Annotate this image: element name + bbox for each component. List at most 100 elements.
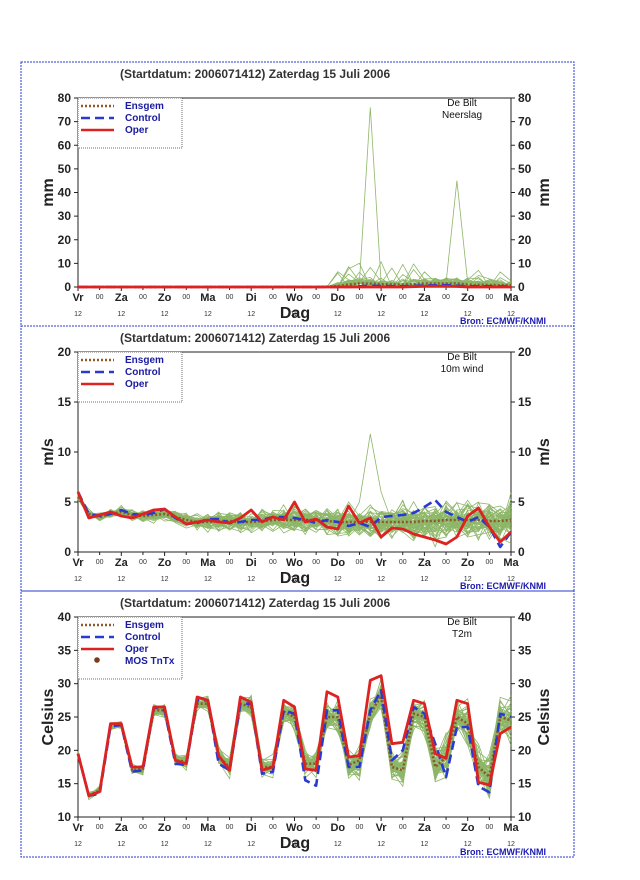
y-axis-label-right: Celsius (536, 688, 553, 745)
y-tick-label-left: 30 (58, 677, 72, 691)
y-tick-label-left: 5 (64, 495, 71, 509)
y-tick-label-right: 40 (518, 610, 532, 624)
x-day-label: Vr (72, 557, 84, 569)
y-tick-label-left: 40 (58, 610, 72, 624)
y-tick-label-right: 15 (518, 395, 532, 409)
x-day-label: Ma (503, 557, 519, 569)
x-midnight-label: 00 (96, 294, 104, 301)
x-hour-label: 12 (117, 576, 125, 583)
x-hour-label: 12 (377, 841, 385, 848)
x-day-label: Wo (286, 822, 303, 834)
x-hour-label: 12 (464, 841, 472, 848)
legend-box (77, 616, 183, 680)
x-midnight-label: 00 (399, 559, 407, 566)
x-day-label: Do (330, 822, 345, 834)
x-hour-label: 12 (334, 841, 342, 848)
x-midnight-label: 00 (269, 294, 277, 301)
x-midnight-label: 00 (182, 824, 190, 831)
x-day-label: Vr (376, 292, 388, 304)
x-day-label: Zo (461, 822, 475, 834)
y-tick-label-left: 20 (58, 743, 72, 757)
x-day-label: Za (115, 292, 129, 304)
x-day-label: Ma (503, 822, 519, 834)
y-tick-label-left: 70 (58, 115, 72, 129)
x-hour-label: 12 (507, 841, 515, 848)
ensemble-peak-member (348, 433, 393, 523)
y-tick-label-left: 60 (58, 138, 72, 152)
x-hour-label: 12 (464, 576, 472, 583)
x-midnight-label: 00 (226, 294, 234, 301)
y-tick-label-right: 20 (518, 345, 532, 359)
y-tick-label-left: 10 (58, 256, 72, 270)
x-day-label: Zo (461, 292, 475, 304)
x-midnight-label: 00 (226, 824, 234, 831)
x-hour-label: 12 (507, 311, 515, 318)
x-day-label: Vr (376, 557, 388, 569)
y-tick-label-right: 15 (518, 777, 532, 791)
y-tick-label-right: 50 (518, 162, 532, 176)
x-axis-label: Dag (280, 305, 310, 322)
variable-label: T2m (452, 629, 472, 640)
x-day-label: Zo (158, 557, 172, 569)
y-tick-label-left: 15 (58, 777, 72, 791)
x-hour-label: 12 (377, 576, 385, 583)
x-day-label: Ma (200, 822, 216, 834)
y-tick-label-left: 50 (58, 162, 72, 176)
y-axis-label-left: m/s (40, 438, 57, 466)
y-tick-label-right: 70 (518, 115, 532, 129)
y-tick-label-right: 80 (518, 91, 532, 105)
legend-label: MOS TnTx (125, 656, 175, 667)
ensemble-peak-member (435, 180, 479, 288)
y-tick-label-right: 30 (518, 677, 532, 691)
x-hour-label: 12 (421, 576, 429, 583)
x-hour-label: 12 (161, 841, 169, 848)
ensemble-peak-member (348, 107, 393, 288)
y-tick-label-right: 10 (518, 256, 532, 270)
chart-title: (Startdatum: 2006071412) Zaterdag 15 Jul… (120, 596, 390, 610)
x-day-label: Ma (503, 292, 519, 304)
x-hour-label: 12 (377, 311, 385, 318)
y-tick-label-right: 10 (518, 810, 532, 824)
x-midnight-label: 00 (226, 559, 234, 566)
x-hour-label: 12 (117, 841, 125, 848)
source-label: Bron: ECMWF/KNMI (460, 581, 546, 591)
station-label: De Bilt (447, 98, 477, 109)
y-tick-label-left: 20 (58, 345, 72, 359)
y-tick-label-left: 0 (64, 280, 71, 294)
station-label: De Bilt (447, 617, 477, 628)
x-day-label: Ma (200, 292, 216, 304)
series-oper (76, 674, 512, 798)
y-tick-label-right: 25 (518, 710, 532, 724)
station-label: De Bilt (447, 352, 477, 363)
x-hour-label: 12 (161, 576, 169, 583)
x-midnight-label: 00 (442, 294, 450, 301)
x-day-label: Wo (286, 292, 303, 304)
legend-label: Oper (125, 644, 148, 655)
y-tick-label-right: 0 (518, 545, 525, 559)
x-midnight-label: 00 (96, 559, 104, 566)
panel-1: (Startdatum: 2006071412) Zaterdag 15 Jul… (20, 61, 575, 327)
x-midnight-label: 00 (442, 824, 450, 831)
source-label: Bron: ECMWF/KNMI (460, 316, 546, 326)
y-tick-label-right: 5 (518, 495, 525, 509)
legend-label: Oper (125, 379, 148, 390)
x-day-label: Di (246, 292, 257, 304)
panel-frame (20, 590, 575, 858)
x-hour-label: 12 (247, 841, 255, 848)
x-midnight-label: 00 (182, 294, 190, 301)
x-midnight-label: 00 (139, 824, 147, 831)
x-day-label: Di (246, 822, 257, 834)
x-midnight-label: 00 (399, 294, 407, 301)
ensemble-member-line (77, 686, 512, 801)
y-tick-label-left: 25 (58, 710, 72, 724)
y-tick-label-right: 60 (518, 138, 532, 152)
x-midnight-label: 00 (312, 824, 320, 831)
x-hour-label: 12 (247, 576, 255, 583)
x-day-label: Za (115, 822, 129, 834)
x-midnight-label: 00 (356, 559, 364, 566)
legend-label: Control (125, 632, 161, 643)
y-axis-label-left: mm (40, 178, 57, 206)
y-tick-label-right: 10 (518, 445, 532, 459)
